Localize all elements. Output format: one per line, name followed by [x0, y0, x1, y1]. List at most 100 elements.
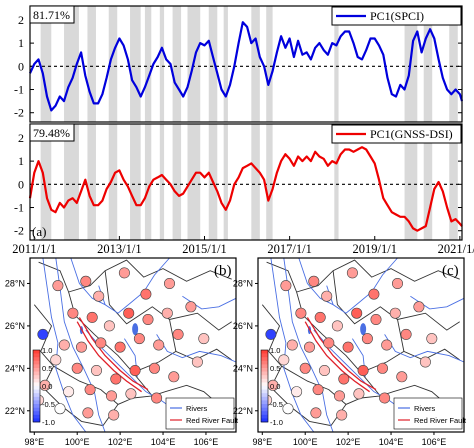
- colorbar-segment: [33, 375, 40, 380]
- date-tick-label: 2021/1/1: [438, 242, 474, 256]
- station-point: [110, 373, 122, 385]
- lake-shape: [132, 323, 139, 336]
- colorbar-segment: [261, 396, 268, 401]
- panel-label: (b): [214, 263, 232, 279]
- drought-shade-band: [223, 6, 228, 122]
- station-point: [310, 407, 322, 419]
- colorbar-segment: [261, 382, 268, 387]
- colorbar-segment: [261, 364, 268, 369]
- colorbar-segment: [33, 396, 40, 401]
- lon-tick-label: 100°E: [293, 437, 318, 447]
- drought-shade-band: [144, 124, 152, 240]
- y-tick-label: 1: [18, 154, 24, 168]
- lat-tick-label: 22°N: [233, 406, 253, 416]
- station-point: [164, 277, 176, 289]
- station-point: [280, 280, 292, 292]
- station-point: [82, 407, 94, 419]
- station-point: [149, 362, 161, 374]
- station-point: [308, 275, 320, 287]
- station-point: [140, 288, 152, 300]
- colorbar-frame: [260, 349, 269, 423]
- drought-shade-band: [64, 124, 79, 240]
- station-point: [391, 277, 403, 289]
- map-legend-box: [393, 397, 463, 430]
- drought-shade-band: [130, 6, 141, 122]
- lon-tick-label: 104°E: [379, 437, 404, 447]
- drought-shade-band: [87, 124, 96, 240]
- station-point: [80, 275, 92, 287]
- panel-label: (a): [32, 224, 46, 239]
- station-point: [103, 320, 115, 332]
- station-point: [142, 313, 154, 325]
- station-point: [357, 364, 369, 376]
- station-point: [331, 320, 343, 332]
- map-panel-c: 98°E 100°E 102°E 104°E 106°E 22°N 24°N 26°N 28°N…: [233, 257, 467, 447]
- gnss-dsi-panel: -2 -1 0 1 2 79.48% PC1(GNSS-DSI) (a): [14, 123, 463, 241]
- drought-shade-band: [172, 124, 182, 240]
- drought-shade-band: [172, 6, 182, 122]
- station-point: [379, 392, 391, 404]
- station-point: [91, 364, 103, 376]
- station-point: [114, 341, 126, 353]
- drought-shade-band: [266, 124, 273, 240]
- colorbar-tick-label: 0.5: [42, 364, 52, 373]
- lon-tick-label: 106°E: [422, 437, 447, 447]
- colorbar-segment: [33, 393, 40, 398]
- colorbar-segment: [33, 350, 40, 354]
- station-point: [413, 301, 425, 313]
- station-point: [37, 328, 49, 340]
- legend-box: [331, 6, 462, 26]
- map-panel-b: 98°E 100°E 102°E 104°E 106°E 22°N 24°N 26°N 28°N…: [5, 257, 239, 447]
- lon-tick-label: 102°E: [336, 437, 361, 447]
- colorbar-tick-label: 1.0: [270, 346, 280, 355]
- colorbar-tick-label: -0.5: [42, 400, 55, 409]
- colorbar-tick-label: -1.0: [270, 418, 283, 427]
- drought-shade-band: [40, 124, 52, 240]
- drought-shade-band: [144, 6, 152, 122]
- map-frame: [257, 257, 465, 433]
- colorbar-segment: [33, 360, 40, 365]
- drought-shade-band: [334, 124, 339, 240]
- colorbar-tick-label: -1.0: [42, 418, 55, 427]
- station-point: [346, 267, 358, 279]
- station-point: [151, 392, 163, 404]
- date-axis-labels: 2011/1/1 2013/1/1 2015/1/1 2017/1/1 2019/1/1…: [12, 242, 474, 256]
- station-point: [321, 290, 333, 302]
- lat-tick-label: 24°N: [233, 363, 253, 373]
- station-point: [396, 371, 408, 383]
- station-point: [333, 390, 345, 402]
- station-point: [338, 373, 350, 385]
- river-line: [55, 257, 106, 433]
- colorbar-segment: [33, 404, 40, 408]
- drought-shade-band: [334, 6, 339, 122]
- y-tick-label: 1: [18, 36, 24, 50]
- station-point: [368, 288, 380, 300]
- colorbar-segment: [33, 414, 40, 419]
- drought-shade-band: [130, 124, 141, 240]
- lon-tick-label: 102°E: [108, 437, 133, 447]
- station-point: [282, 403, 294, 415]
- station-point: [50, 354, 62, 366]
- drought-shade-band: [87, 6, 96, 122]
- variance-box: [29, 5, 75, 24]
- station-point: [314, 311, 326, 323]
- station-point: [353, 388, 365, 400]
- station-point: [123, 307, 135, 319]
- drought-shade-band: [423, 6, 433, 122]
- colorbar-segment: [261, 389, 268, 394]
- colorbar-segment: [33, 411, 40, 416]
- station-point: [400, 328, 412, 340]
- red-river-fault-line: [304, 321, 370, 393]
- red-river-fault-line: [78, 317, 149, 391]
- colorbar-segment: [261, 378, 268, 383]
- date-tick-label: 2017/1/1: [267, 242, 311, 256]
- legend-box: [331, 124, 462, 144]
- station-point: [133, 333, 145, 345]
- date-tick-label: 2015/1/1: [182, 242, 226, 256]
- colorbar-segment: [261, 393, 268, 398]
- y-tick-label: 2: [18, 13, 24, 27]
- station-point: [291, 386, 303, 398]
- panel-label: (c): [442, 263, 459, 279]
- station-point: [295, 307, 307, 319]
- station-point: [54, 403, 66, 415]
